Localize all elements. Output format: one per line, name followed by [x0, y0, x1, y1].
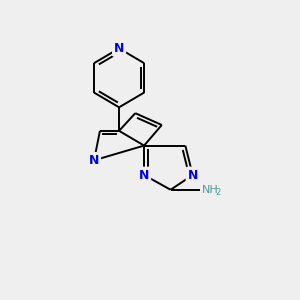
Text: N: N: [139, 169, 149, 182]
Text: N: N: [89, 154, 99, 167]
Text: 2: 2: [215, 188, 220, 197]
Text: N: N: [114, 42, 124, 55]
Text: NH: NH: [202, 185, 218, 195]
Text: N: N: [188, 169, 198, 182]
